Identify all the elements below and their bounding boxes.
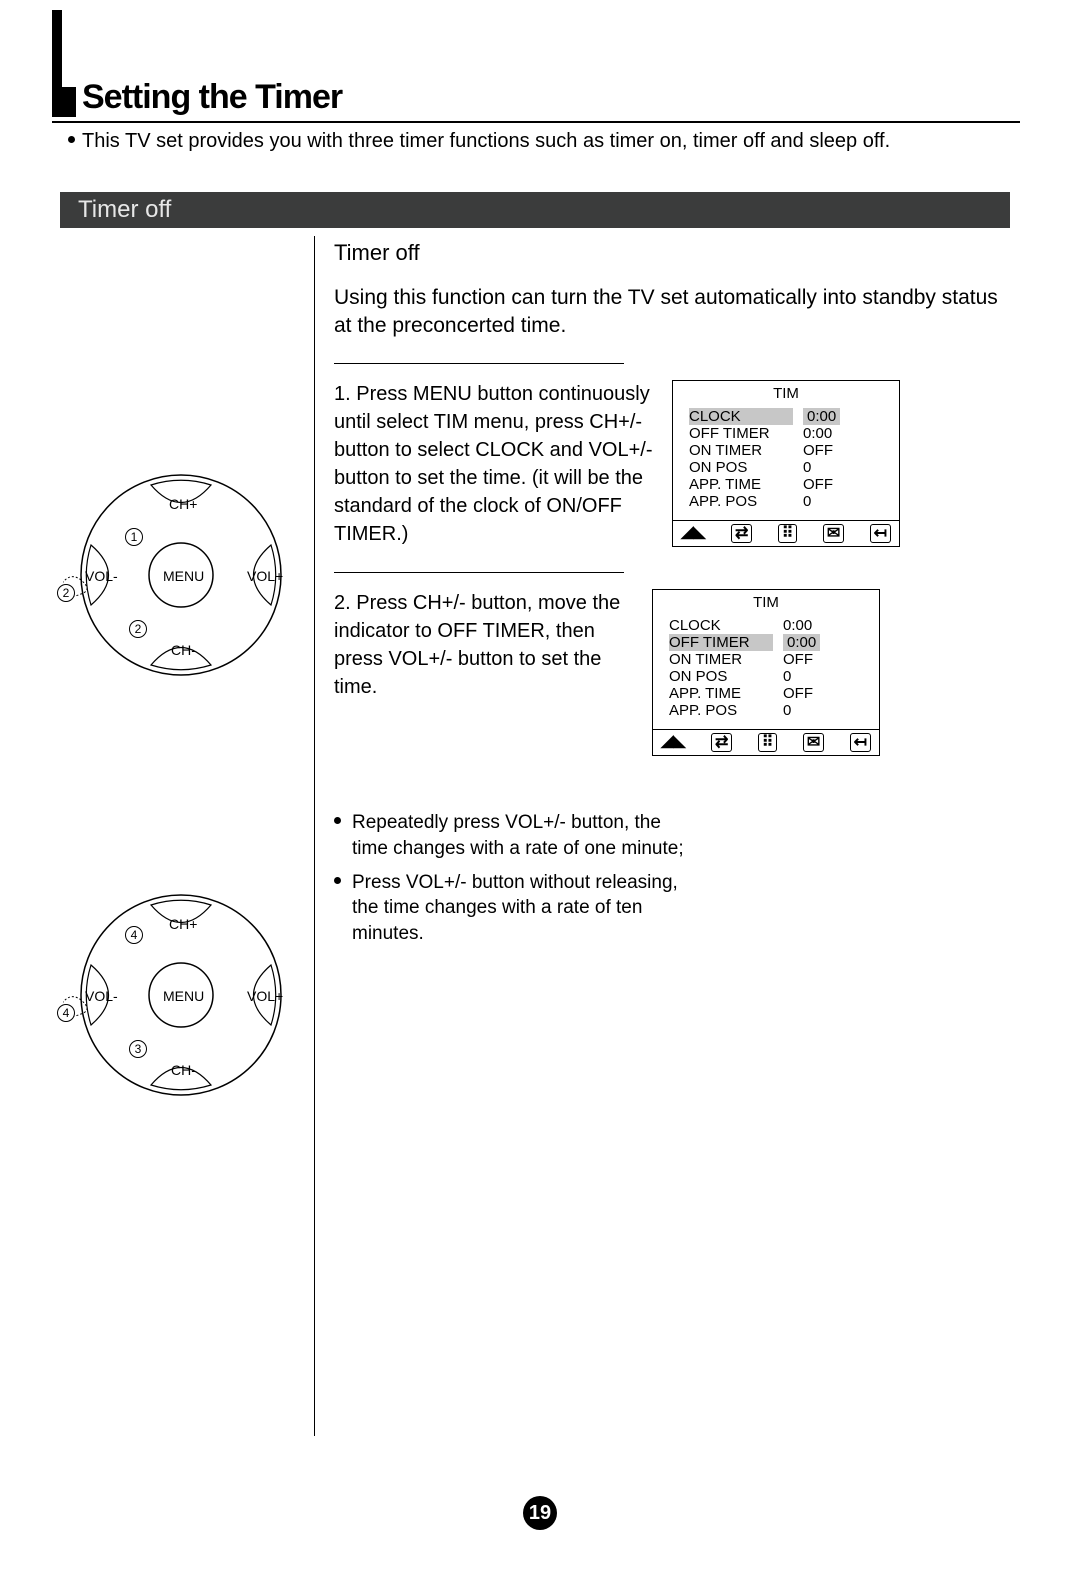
- page-number: 19: [523, 1496, 557, 1530]
- menu-row: ON POS 0: [667, 668, 869, 685]
- menu-value: OFF: [783, 685, 813, 702]
- menu-key: CLOCK: [669, 617, 773, 634]
- menu-value: 0: [783, 702, 791, 719]
- ch-down-label: CH-: [171, 642, 196, 658]
- menu-row: APP. POS 0: [687, 493, 889, 510]
- description: Using this function can turn the TV set …: [334, 284, 1010, 341]
- menu-key: OFF TIMER: [689, 425, 793, 442]
- menu-label: MENU: [163, 988, 204, 1004]
- icon-grid: ⠿: [758, 733, 778, 753]
- step-2-text: 2. Press CH+/- button, move the indicato…: [334, 589, 634, 701]
- menu-value: 0: [783, 668, 791, 685]
- menu-key: ON TIMER: [689, 442, 793, 459]
- icon-home: ◢◣: [681, 524, 706, 544]
- menu-value: OFF: [783, 651, 813, 668]
- ch-up-label: CH+: [169, 496, 197, 512]
- menu-value: 0: [803, 459, 811, 476]
- menu2-title: TIM: [653, 590, 879, 617]
- menu-row: ON TIMER OFF: [687, 442, 889, 459]
- separator-1: [334, 363, 624, 364]
- page-title-row: Setting the Timer: [52, 78, 1020, 123]
- section-bar: Timer off: [60, 192, 1010, 228]
- menu1-icon-row: ◢◣ ⇄ ⠿ ✉ ↤: [673, 520, 899, 547]
- vol-down-label: VOL-: [85, 988, 118, 1004]
- menu-value: 0: [803, 493, 811, 510]
- menu-key: APP. POS: [669, 702, 773, 719]
- tim-menu-1: TIM CLOCK0:00OFF TIMER0:00ON TIMEROFFON …: [672, 380, 900, 548]
- menu-row: APP. TIME OFF: [687, 476, 889, 493]
- menu-value: OFF: [803, 442, 833, 459]
- ch-down-label: CH-: [171, 1062, 196, 1078]
- title-block-icon: [52, 87, 76, 117]
- right-column: Timer off Using this function can turn t…: [334, 240, 1010, 954]
- intro-text: This TV set provides you with three time…: [82, 130, 1010, 153]
- bullet-1: Repeatedly press VOL+/- button, the time…: [334, 810, 694, 861]
- bullet-icon: [68, 136, 75, 143]
- subtitle: Timer off: [334, 240, 1010, 266]
- menu-row: ON TIMER OFF: [667, 651, 869, 668]
- menu1-title: TIM: [673, 381, 899, 408]
- callout-1c: 2: [129, 620, 147, 638]
- remote-diagram-2: CH+ CH- VOL- VOL+ MENU 4 4 3: [63, 880, 293, 1110]
- menu-value: OFF: [803, 476, 833, 493]
- left-column: CH+ CH- VOL- VOL+ MENU 1 2 2 CH+ CH- VOL…: [60, 240, 300, 1524]
- vol-up-label: VOL+: [247, 568, 283, 584]
- page-title: Setting the Timer: [82, 78, 342, 117]
- menu2-icon-row: ◢◣ ⇄ ⠿ ✉ ↤: [653, 729, 879, 756]
- menu-row: APP. POS 0: [667, 702, 869, 719]
- icon-arrows: ⇄: [711, 733, 732, 753]
- callout-1a: 1: [125, 528, 143, 546]
- ch-up-label: CH+: [169, 916, 197, 932]
- icon-back: ↤: [850, 733, 871, 753]
- callout-2a: 4: [125, 926, 143, 944]
- menu-key: APP. POS: [689, 493, 793, 510]
- icon-home: ◢◣: [661, 733, 686, 753]
- menu-row: CLOCK 0:00: [667, 617, 869, 634]
- menu-label: MENU: [163, 568, 204, 584]
- vol-up-label: VOL+: [247, 988, 283, 1004]
- menu-key: APP. TIME: [669, 685, 773, 702]
- menu-row: OFF TIMER 0:00: [667, 634, 869, 651]
- menu-value: 0:00: [803, 425, 832, 442]
- menu-value: 0:00: [783, 634, 820, 651]
- bullet-2: Press VOL+/- button without releasing, t…: [334, 870, 694, 947]
- icon-arrows: ⇄: [731, 524, 752, 544]
- callout-2b: 4: [57, 1004, 75, 1022]
- separator-2: [334, 572, 624, 573]
- tim-menu-2: TIM CLOCK0:00OFF TIMER0:00ON TIMEROFFON …: [652, 589, 880, 757]
- menu-key: CLOCK: [689, 408, 793, 425]
- menu1-list: CLOCK 0:00 OFF TIMER 0:00 ON TIMER OFF ON POS 0…: [673, 408, 899, 516]
- menu-key: ON POS: [669, 668, 773, 685]
- callout-2c: 3: [129, 1040, 147, 1058]
- column-divider: [314, 236, 315, 1436]
- remote-diagram-1: CH+ CH- VOL- VOL+ MENU 1 2 2: [63, 460, 293, 690]
- menu-value: 0:00: [783, 617, 812, 634]
- menu-key: ON POS: [689, 459, 793, 476]
- step-1-text: 1. Press MENU button continuously until …: [334, 380, 654, 548]
- menu-row: APP. TIME OFF: [667, 685, 869, 702]
- intro-content: This TV set provides you with three time…: [82, 130, 890, 152]
- menu2-list: CLOCK 0:00 OFF TIMER 0:00 ON TIMER OFF ON POS 0…: [653, 617, 879, 725]
- menu-row: OFF TIMER 0:00: [687, 425, 889, 442]
- menu-row: ON POS 0: [687, 459, 889, 476]
- icon-mail: ✉: [803, 733, 824, 753]
- callout-1b: 2: [57, 584, 75, 602]
- step-2-row: 2. Press CH+/- button, move the indicato…: [334, 589, 1010, 757]
- icon-back: ↤: [870, 524, 891, 544]
- menu-key: APP. TIME: [689, 476, 793, 493]
- vol-down-label: VOL-: [85, 568, 118, 584]
- icon-grid: ⠿: [778, 524, 798, 544]
- menu-value: 0:00: [803, 408, 840, 425]
- menu-row: CLOCK 0:00: [687, 408, 889, 425]
- icon-mail: ✉: [823, 524, 844, 544]
- step-1-row: 1. Press MENU button continuously until …: [334, 380, 1010, 548]
- menu-key: OFF TIMER: [669, 634, 773, 651]
- menu-key: ON TIMER: [669, 651, 773, 668]
